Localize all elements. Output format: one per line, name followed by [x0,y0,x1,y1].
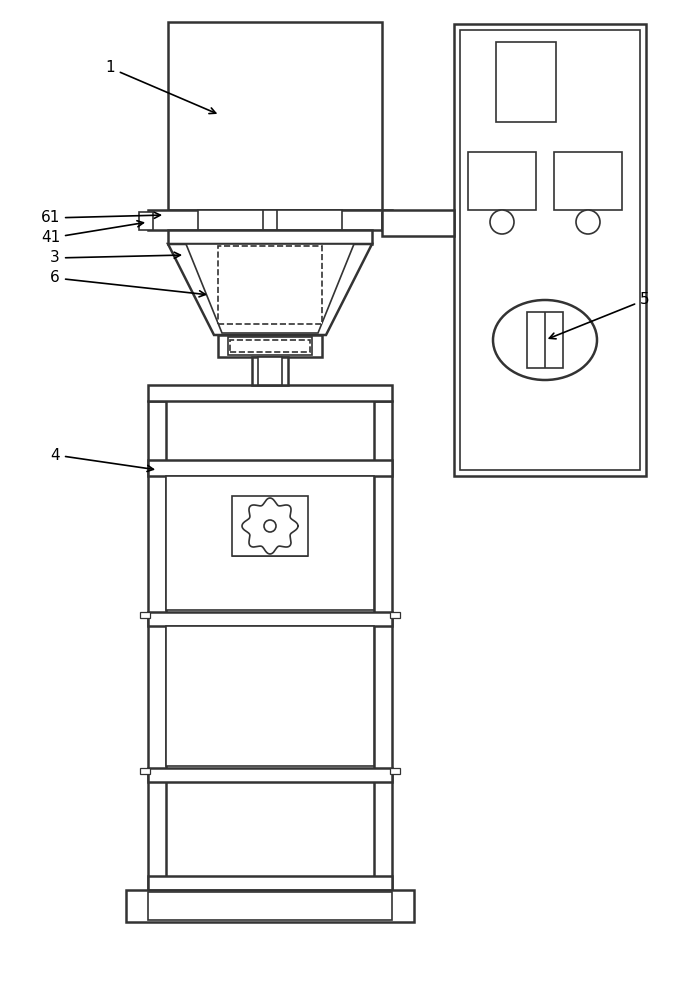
Text: 61: 61 [41,211,161,226]
Bar [148,612,392,626]
Bar [148,768,392,782]
Bar [252,357,288,385]
Text: 1: 1 [105,60,216,114]
Bar [218,335,322,357]
Bar [460,30,640,470]
Bar [148,892,392,920]
Bar [139,212,153,230]
Bar [198,210,342,230]
Bar [148,876,392,890]
Bar [468,152,536,210]
Circle shape [490,210,514,234]
Bar [166,476,374,610]
Bar [496,42,556,122]
Polygon shape [242,498,298,554]
Bar [554,152,622,210]
Bar [140,612,150,618]
Polygon shape [186,244,354,333]
Bar [374,401,392,890]
Bar [148,385,392,401]
Polygon shape [168,244,372,335]
Bar [232,496,308,556]
Bar [390,768,400,774]
Circle shape [576,210,600,234]
Circle shape [264,520,276,532]
Text: 41: 41 [41,221,144,245]
Bar [148,460,392,476]
Bar [218,246,322,324]
Bar [258,357,282,385]
Text: 3: 3 [50,250,180,265]
Bar [140,768,150,774]
Bar [230,340,310,352]
Bar [527,312,563,368]
Text: 5: 5 [549,292,650,339]
Bar [168,230,372,244]
Bar [390,612,400,618]
Bar [228,337,312,355]
Text: 4: 4 [50,448,153,471]
Bar [148,210,392,230]
Bar [168,22,382,210]
Bar [148,401,166,890]
Bar [454,24,646,476]
Ellipse shape [493,300,597,380]
Bar [382,210,454,236]
Bar [382,213,406,231]
Bar [166,626,374,766]
Bar [126,890,414,922]
Text: 6: 6 [50,270,205,297]
